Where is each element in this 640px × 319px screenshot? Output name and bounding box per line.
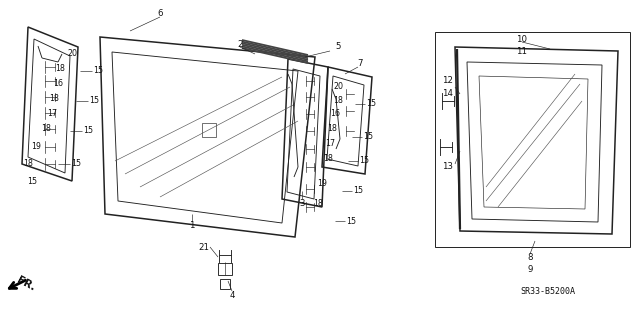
Text: 18: 18 xyxy=(41,124,51,133)
Text: 15: 15 xyxy=(83,127,93,136)
Text: 16: 16 xyxy=(53,79,63,88)
Text: 5: 5 xyxy=(335,42,340,51)
Text: 18: 18 xyxy=(323,154,333,164)
Bar xyxy=(202,123,216,137)
Text: 21: 21 xyxy=(198,242,209,251)
Bar xyxy=(218,263,232,275)
Text: 1: 1 xyxy=(189,220,195,229)
Text: 15: 15 xyxy=(363,132,373,142)
Text: 13: 13 xyxy=(442,162,454,172)
Text: 20: 20 xyxy=(333,83,343,92)
Bar xyxy=(220,279,230,289)
Text: 10: 10 xyxy=(516,34,527,43)
Text: 19: 19 xyxy=(31,143,41,152)
Text: 18: 18 xyxy=(49,94,59,103)
Text: 18: 18 xyxy=(55,64,65,73)
Text: 16: 16 xyxy=(330,109,340,118)
Text: 17: 17 xyxy=(325,139,335,149)
Text: 18: 18 xyxy=(327,124,337,133)
Text: 18: 18 xyxy=(333,97,343,106)
Text: 11: 11 xyxy=(516,48,527,56)
Text: 19: 19 xyxy=(317,180,327,189)
Text: 17: 17 xyxy=(47,109,57,118)
Text: 7: 7 xyxy=(357,60,363,69)
Text: 18: 18 xyxy=(313,199,323,209)
Text: 15: 15 xyxy=(71,160,81,168)
Text: 2: 2 xyxy=(237,41,243,49)
Text: 6: 6 xyxy=(157,10,163,19)
Text: 18: 18 xyxy=(23,160,33,168)
Text: 14: 14 xyxy=(442,90,454,99)
Text: 15: 15 xyxy=(359,157,369,166)
Text: 15: 15 xyxy=(89,97,99,106)
Bar xyxy=(435,32,630,247)
Text: 12: 12 xyxy=(442,77,454,85)
Text: 3: 3 xyxy=(300,198,305,207)
Text: 9: 9 xyxy=(527,264,532,273)
Text: 15: 15 xyxy=(346,217,356,226)
Text: 4: 4 xyxy=(229,291,235,300)
Text: FR.: FR. xyxy=(15,275,37,293)
Text: 20: 20 xyxy=(67,49,77,58)
Text: 15: 15 xyxy=(27,176,37,186)
Text: 15: 15 xyxy=(93,66,103,76)
Text: 15: 15 xyxy=(353,187,363,196)
Text: SR33-B5200A: SR33-B5200A xyxy=(520,286,575,295)
Text: 15: 15 xyxy=(366,100,376,108)
Text: 8: 8 xyxy=(527,253,532,262)
